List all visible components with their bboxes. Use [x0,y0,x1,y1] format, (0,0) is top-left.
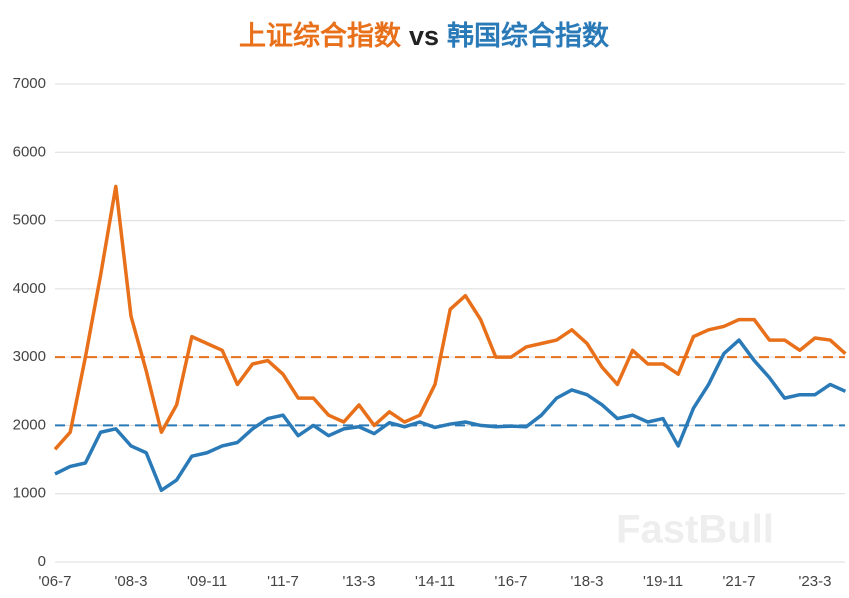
y-tick-label: 6000 [13,143,46,160]
x-tick-label: '08-3 [115,573,148,590]
series-line [53,184,847,451]
y-tick-label: 1000 [13,485,46,502]
y-tick-label: 7000 [13,75,46,92]
title-part: 上证综合指数 [239,20,402,51]
title-part: 韩国综合指数 [447,20,610,51]
x-tick-label: '16-7 [495,573,528,590]
chart-title: 上证综合指数 vs 韩国综合指数 [239,20,610,51]
x-tick-label: '11-7 [267,573,299,590]
y-tick-label: 4000 [13,280,46,297]
series-line [54,338,847,493]
x-tick-label: '09-11 [187,573,227,590]
x-tick-label: '06-7 [39,573,72,590]
x-tick-label: '18-3 [571,573,604,590]
title-part: vs [409,21,439,51]
y-tick-label: 3000 [13,348,46,365]
y-tick-label: 2000 [13,416,46,433]
x-tick-label: '19-11 [643,573,683,590]
x-tick-label: '13-3 [343,573,376,590]
x-tick-label: '21-7 [723,573,756,590]
x-tick-label: '14-11 [415,573,455,590]
x-tick-label: '23-3 [799,573,832,590]
watermark: FastBull [616,508,774,552]
y-tick-label: 0 [38,553,46,570]
y-tick-label: 5000 [13,212,46,229]
